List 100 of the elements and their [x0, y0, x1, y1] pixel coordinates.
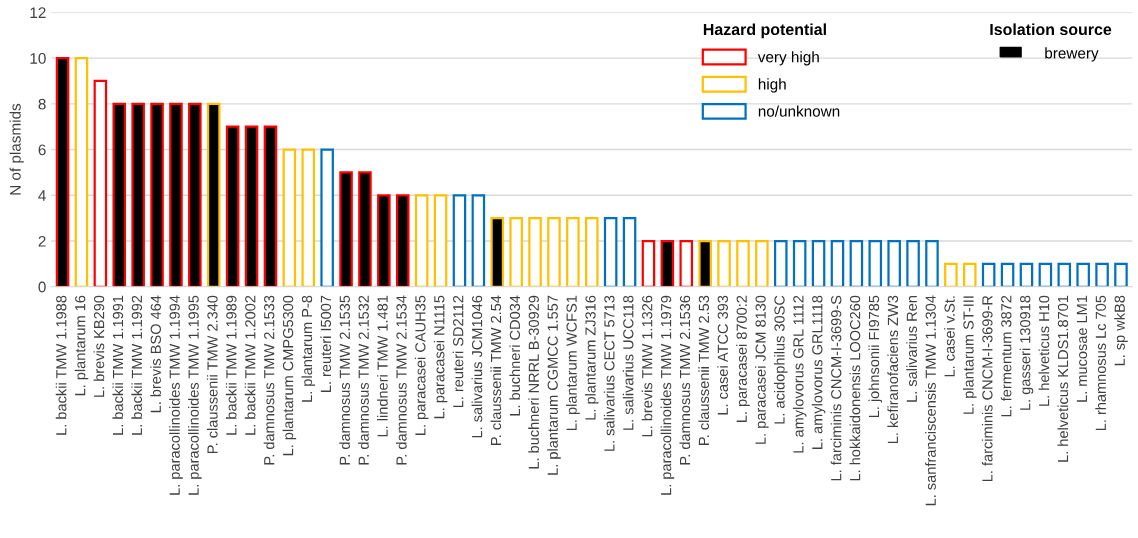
- bar: [320, 148, 334, 287]
- legend-title: Hazard potential: [703, 23, 826, 39]
- y-tick-label: 12: [30, 7, 46, 18]
- bar: [169, 102, 183, 287]
- y-tick-label: 0: [38, 281, 46, 293]
- bar: [1000, 262, 1015, 287]
- bar: [736, 239, 750, 287]
- bar: [755, 239, 769, 287]
- x-tick-label: L. farciminis CNCM-I-3699-R: [981, 295, 993, 482]
- x-tick-label: L. plantarum CGMCC 1.557: [547, 295, 561, 475]
- bar: [358, 171, 372, 287]
- bar: [660, 239, 675, 287]
- x-tick-label: L. plantarum ZJ316: [584, 295, 599, 420]
- x-tick-label: L. buchneri CD034: [509, 295, 521, 416]
- bar: [282, 148, 297, 287]
- y-tick-label: 6: [38, 144, 46, 156]
- x-tick-label: L. plantarum 16: [74, 295, 89, 396]
- bar: [925, 239, 939, 287]
- x-tick-label: L. paracasei CAUH35: [414, 295, 429, 435]
- y-tick-label: 2: [38, 235, 46, 247]
- x-tick-label: L. paracasei 8700:2: [736, 295, 750, 422]
- x-tick-label: L. backii TMW 1.2002: [244, 295, 256, 435]
- bar: [944, 262, 958, 287]
- x-tick-label: P. damnosus TMW 2.1536: [679, 295, 691, 465]
- bar: [509, 217, 523, 287]
- x-tick-label: L. brevis BSO 464: [150, 295, 161, 413]
- bar: [301, 148, 316, 287]
- bar: [906, 239, 920, 287]
- bar: [528, 217, 542, 287]
- x-tick-label: L. kefiranofaciens ZW3: [887, 295, 899, 444]
- x-tick-label: L. reuteri I5007: [320, 295, 332, 392]
- x-tick-label: L. plantarum ST-III: [962, 296, 977, 414]
- bar: [773, 239, 788, 287]
- bar: [603, 217, 618, 287]
- x-tick-label: L. mucosae LM1: [1076, 295, 1088, 402]
- annotation: Isolation source: [990, 23, 1112, 36]
- x-tick-label: P. claussenii TMW 2.340: [206, 295, 218, 454]
- bar: [547, 217, 561, 287]
- annotation: brewery: [1045, 47, 1099, 62]
- x-tick-label: L. amylovorus GRL 1112: [792, 295, 807, 453]
- legend-label: high: [758, 78, 786, 93]
- x-tick-label: L. plantarum P-8: [301, 295, 316, 402]
- x-tick-label: L. helveticus H10: [1038, 295, 1050, 406]
- x-tick-label: L. johnsonii FI9785: [868, 295, 883, 418]
- y-axis-title: N of plasmids: [9, 103, 24, 195]
- bar: [1057, 262, 1072, 287]
- x-tick-label: L. lindneri TMW 1.481: [377, 295, 388, 437]
- x-tick-label: L. sanfranciscensis TMW 1.1304: [925, 295, 936, 506]
- bar: [452, 194, 467, 287]
- bar: [263, 125, 278, 287]
- x-tick-label: L. casei ATCC 393: [717, 295, 728, 415]
- y-tick-label: 8: [38, 98, 46, 110]
- bar: [811, 239, 826, 287]
- x-tick-label: L. salivarius Ren: [906, 296, 917, 402]
- legend-label: very high: [757, 51, 819, 66]
- bar: [962, 262, 977, 287]
- y-tick-label: 4: [38, 190, 46, 201]
- bar: [887, 239, 901, 287]
- x-tick-label: L. farciminis CNCM-I-3699-S: [830, 295, 842, 481]
- bar: [1038, 262, 1053, 287]
- x-tick-label: L. buchneri NRRL B-30929: [528, 295, 539, 469]
- x-tick-label: L. rhamnosus Lc 705: [1095, 295, 1106, 431]
- bar: [377, 194, 391, 287]
- x-tick-label: L. helveticus KLDS1.8701: [1057, 295, 1069, 462]
- x-tick-label: P. damnosus TMW 2.1533: [263, 295, 275, 465]
- y-tick-label: 10: [30, 52, 46, 64]
- x-tick-label: L. brevis TMW 1.1326: [641, 295, 653, 437]
- bar: [792, 239, 807, 287]
- x-tick-label: L. sp wkB8: [1114, 295, 1128, 366]
- x-tick-label: L. plantarum WCFS1: [566, 295, 580, 431]
- bar: [55, 56, 70, 287]
- x-tick-label: L. amylovorus GRL1118: [811, 295, 826, 449]
- x-tick-label: L. casei v.St.: [944, 296, 955, 377]
- bar: [395, 194, 410, 287]
- x-tick-label: L. paracasei N1115: [433, 295, 448, 419]
- x-tick-label: P. damnosus TMW 2.1534: [395, 295, 407, 465]
- x-tick-label: L. plantarum CMPG5300: [282, 295, 297, 456]
- x-tick-label: P. claussenii TMW 2.53: [698, 295, 710, 445]
- bar: [622, 217, 637, 287]
- x-tick-label: L. paracasei JCM 8130: [755, 295, 769, 444]
- x-tick-label: L. salivarius UCC118: [622, 295, 634, 430]
- bar: [849, 239, 864, 287]
- x-tick-label: L. reuteri SD2112: [452, 295, 464, 408]
- bar: [112, 102, 127, 287]
- bar: [339, 171, 353, 287]
- x-tick-label: L. acidophilus 30SC: [773, 295, 788, 424]
- x-tick-label: L. salivarius CECT 5713: [603, 295, 615, 451]
- x-tick-label: L. paracollinoides TMW 1.1994: [169, 295, 183, 495]
- legend-label: no/unknown: [758, 105, 840, 117]
- x-tick-label: L. gasseri 130918: [1019, 295, 1034, 410]
- bar: [717, 239, 731, 287]
- bar: [150, 102, 164, 287]
- bar: [1076, 262, 1090, 287]
- bar: [981, 262, 996, 287]
- bar: [414, 194, 429, 287]
- bar: [225, 125, 240, 287]
- x-tick-label: L. backii TMW 1.1988: [55, 295, 67, 435]
- x-tick-label: L. backii TMW 1.1992: [131, 295, 143, 435]
- bar: [1114, 262, 1128, 287]
- x-tick-label: P. claussenii TMW 2.54: [490, 295, 502, 445]
